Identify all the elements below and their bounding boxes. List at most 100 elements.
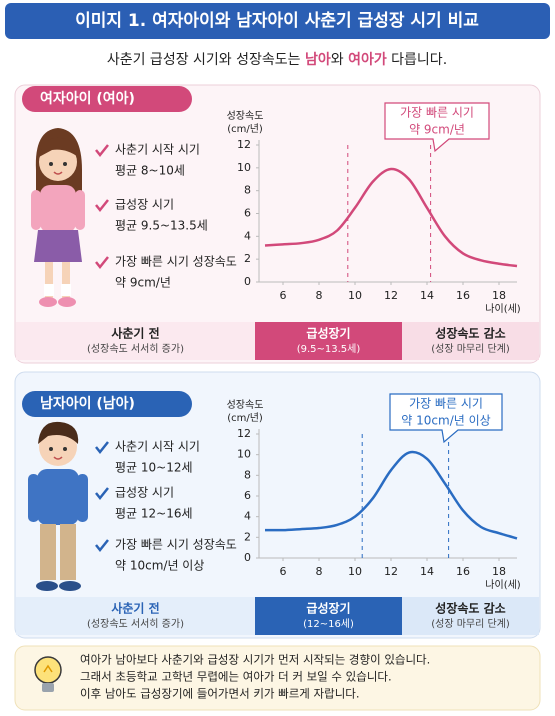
girl-panel [14,84,541,364]
y-tick-label: 6 [244,489,251,502]
panel-label: 여자아이 (여아) [40,90,135,107]
bullet-title: 가장 빠른 시기 성장속도 [115,255,237,269]
page-title: 이미지 1. 여자아이와 남자아이 사춘기 급성장 시기 비교 [75,11,479,31]
y-tick-label: 10 [237,161,251,174]
callout [389,393,503,444]
bullet-detail: 평균 12~16세 [115,507,193,521]
phase-title: 급성장기 [306,326,350,341]
phase-detail: (12~16세) [303,618,354,630]
x-tick-label: 10 [348,565,362,578]
y-tick-label: 12 [237,138,251,151]
panel-tab [22,391,192,417]
y-axis-label: 성장속도 [227,110,264,122]
phase-title: 사춘기 전 [111,326,159,341]
note-line: 이후 남아도 급성장기에 들어가면서 키가 빠르게 자랍니다. [80,687,360,701]
x-tick-label: 18 [492,289,506,302]
y-tick-label: 12 [237,427,251,440]
phase-cell [255,322,402,360]
panel-tab [22,86,192,112]
callout-text: 약 10cm/년 이상 [401,413,490,428]
bullet-title: 가장 빠른 시기 성장속도 [115,538,237,552]
x-axis-label: 나이(세) [485,303,521,315]
y-tick-label: 0 [244,275,251,288]
phase-detail: (성장속도 서서히 증가) [87,618,184,630]
x-tick-label: 14 [420,289,434,302]
growth-curve [264,167,518,268]
x-tick-label: 14 [420,565,434,578]
bullet-title: 급성장 시기 [115,198,174,212]
phase-title: 성장속도 감소 [435,601,505,616]
phase-title: 사춘기 전 [111,601,159,616]
phase-detail: (성장 마무리 단계) [431,343,510,355]
subtitle-part: 와 [331,52,348,68]
x-tick-label: 16 [456,565,470,578]
check-icon [95,144,109,158]
y-tick-label: 2 [244,530,251,543]
phase-cell [255,597,402,635]
subtitle-part: 다릅니다. [387,52,447,68]
subtitle-part: 남아 [305,51,331,68]
bullet-title: 사춘기 시작 시기 [115,143,200,157]
note-line: 그래서 초등학교 고학년 무렵에는 여아가 더 커 보일 수 있습니다. [80,670,392,684]
bullet-detail: 약 9cm/년 [115,275,171,290]
x-tick-label: 8 [316,289,323,302]
x-tick-label: 6 [280,565,287,578]
y-tick-label: 4 [244,229,251,242]
phase-title: 성장속도 감소 [435,326,505,341]
phase-cell [16,322,255,360]
callout-text: 약 9cm/년 [409,122,465,137]
y-tick-label: 4 [244,510,251,523]
x-tick-label: 16 [456,289,470,302]
y-axis-label: (cm/년) [227,412,263,424]
bullet-detail: 평균 9.5~13.5세 [115,219,208,233]
subtitle-part: 여아가 [348,51,387,68]
y-axis-label: (cm/년) [227,123,263,135]
y-tick-label: 8 [244,468,251,481]
x-tick-label: 12 [384,289,398,302]
check-icon [95,256,109,270]
girl-illustration [31,128,85,307]
phase-detail: (성장 마무리 단계) [431,618,510,630]
phase-detail: (9.5~13.5세) [297,343,361,355]
bullet-detail: 약 10cm/년 이상 [115,558,204,573]
boy-illustration [28,421,88,591]
phase-cell [402,322,539,360]
x-tick-label: 6 [280,289,287,302]
check-icon [95,487,109,501]
boy-panel [14,371,541,639]
callout [384,102,490,153]
y-tick-label: 0 [244,551,251,564]
panel-label: 남자아이 (남아) [40,395,135,412]
bulb-icon [34,656,62,692]
x-tick-label: 12 [384,565,398,578]
bullet-detail: 평균 10~12세 [115,461,193,475]
x-axis-label: 나이(세) [485,579,521,591]
callout-text: 가장 빠른 시기 [409,397,483,411]
phase-cell [16,597,255,635]
bullet-title: 급성장 시기 [115,486,174,500]
x-tick-label: 8 [316,565,323,578]
callout-text: 가장 빠른 시기 [400,106,474,120]
y-axis-label: 성장속도 [227,399,264,411]
y-tick-label: 8 [244,184,251,197]
subtitle-part: 사춘기 급성장 시기와 성장속도는 [107,52,305,68]
bullet-title: 사춘기 시작 시기 [115,440,200,454]
check-icon [95,199,109,213]
phase-title: 급성장기 [306,601,350,616]
x-tick-label: 18 [492,565,506,578]
y-tick-label: 6 [244,207,251,220]
bullet-detail: 평균 8~10세 [115,164,185,178]
x-tick-label: 10 [348,289,362,302]
phase-cell [402,597,539,635]
y-tick-label: 2 [244,252,251,265]
phase-detail: (성장속도 서서히 증가) [87,343,184,355]
y-tick-label: 10 [237,448,251,461]
subtitle: 사춘기 급성장 시기와 성장속도는 남아와 여아가 다릅니다. [107,51,447,68]
note-box [14,645,541,711]
growth-curve [264,450,518,540]
header-bar [5,3,550,39]
check-icon [95,441,109,455]
note-line: 여아가 남아보다 사춘기와 급성장 시기가 먼저 시작되는 경향이 있습니다. [80,653,430,667]
check-icon [95,539,109,553]
